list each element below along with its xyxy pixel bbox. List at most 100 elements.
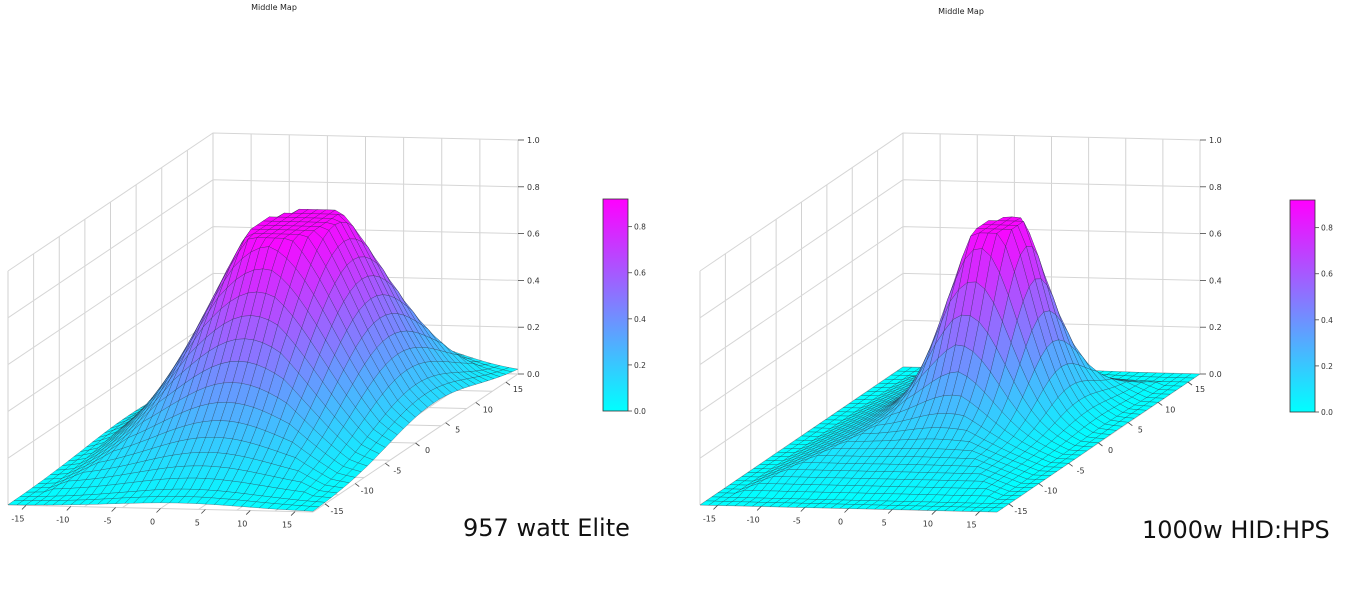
colorbar-tick-label: 0.4 (1321, 316, 1333, 325)
x-tick-mark (844, 508, 849, 513)
y-tick-mark (475, 402, 481, 406)
x-tick-label: -10 (56, 515, 69, 524)
grid-line (699, 179, 1201, 319)
y-tick-mark (1187, 381, 1193, 386)
y-tick-label: 10 (483, 405, 493, 414)
x-tick-label: 5 (195, 519, 200, 528)
x-tick-mark (245, 510, 251, 515)
y-tick-mark (1008, 503, 1014, 508)
grid-line (7, 132, 519, 272)
x-tick-label: 10 (237, 520, 247, 529)
x-tick-mark (156, 508, 161, 513)
z-tick-label: 0.2 (527, 323, 540, 332)
y-tick-label: 15 (1195, 385, 1205, 394)
plot-caption: 957 watt Elite (463, 514, 630, 542)
x-tick-label: -10 (747, 515, 760, 524)
colorbar-tick-label: 0.0 (634, 407, 646, 416)
surface-plot-left: Middle Map -15 -10 -5 0 5 10 15 15 10 5 0 -5 -10 -15 0… (7, 3, 646, 542)
surface-cell (987, 507, 1004, 513)
y-tick-label: -5 (1077, 466, 1085, 475)
grid-line (7, 226, 519, 366)
z-tick-label: 0.2 (1209, 323, 1222, 332)
y-tick-label: 5 (1138, 426, 1143, 435)
z-tick-label: 1.0 (527, 136, 540, 145)
z-tick-label: 1.0 (1209, 136, 1222, 145)
grid-line (699, 319, 1201, 459)
grid-line (699, 226, 1201, 366)
x-tick-label: 15 (966, 521, 976, 530)
plot-caption: 1000w HID:HPS (1142, 516, 1330, 544)
y-tick-label: -5 (393, 466, 401, 475)
colorbar-tick-label: 0.8 (1321, 224, 1333, 233)
y-tick-mark (445, 422, 450, 427)
x-tick-mark (713, 505, 718, 510)
y-tick-mark (1038, 483, 1044, 487)
colorbar-tick-label: 0.8 (634, 223, 646, 232)
grid-line (699, 132, 1201, 272)
x-tick-label: 15 (282, 521, 292, 530)
x-tick-label: 5 (882, 519, 887, 528)
x-tick-mark (800, 507, 806, 512)
x-tick-mark (975, 511, 980, 516)
z-tick-label: 0.8 (1209, 183, 1222, 192)
surface-mesh (7, 208, 519, 512)
y-tick-label: -15 (1014, 507, 1027, 516)
grid-line (7, 272, 519, 412)
y-tick-mark (1098, 442, 1103, 447)
y-tick-label: 0 (425, 446, 430, 455)
x-tick-label: 0 (838, 518, 843, 527)
colorbar-tick-label: 0.0 (1321, 408, 1333, 417)
x-tick-mark (66, 506, 72, 511)
y-tick-label: -15 (331, 507, 344, 516)
axes: -15 -10 -5 0 5 10 15 15 10 5 0 -5 -10 -15 0.0 0.2 0.4 0.6… (703, 136, 1222, 530)
z-tick-label: 0.0 (527, 370, 540, 379)
z-tick-label: 0.4 (527, 276, 540, 285)
x-tick-mark (21, 505, 27, 510)
y-tick-mark (415, 442, 420, 447)
axes: -15 -10 -5 0 5 10 15 15 10 5 0 -5 -10 -15 0.0 0.2 0.4 0.6… (11, 136, 539, 530)
x-tick-label: -5 (104, 516, 112, 525)
colorbar-tick-label: 0.2 (1321, 362, 1333, 371)
y-tick-mark (324, 503, 330, 508)
y-tick-mark (505, 381, 511, 386)
colorbar-tick-label: 0.4 (634, 315, 646, 324)
x-tick-label: -15 (11, 514, 24, 523)
surface-mesh (699, 216, 1201, 513)
z-tick-label: 0.6 (527, 230, 540, 239)
colorbar-tick-label: 0.2 (634, 361, 646, 370)
z-tick-label: 0.0 (1209, 370, 1222, 379)
grid-line (699, 272, 1201, 412)
colorbar-gradient (602, 198, 629, 412)
y-tick-label: -10 (1044, 487, 1057, 496)
z-tick-label: 0.8 (527, 183, 540, 192)
colorbar-tick-label: 0.6 (634, 269, 646, 278)
y-tick-mark (1128, 422, 1133, 427)
z-tick-label: 0.4 (1209, 276, 1222, 285)
x-tick-label: -5 (793, 516, 801, 525)
y-tick-label: 15 (513, 385, 523, 394)
y-tick-label: 5 (455, 426, 460, 435)
colorbar-gradient (1289, 199, 1316, 413)
y-tick-mark (1157, 402, 1163, 406)
y-tick-mark (385, 462, 390, 467)
colorbar-tick-label: 0.6 (1321, 270, 1333, 279)
y-tick-mark (1068, 462, 1073, 467)
surface-cell (303, 506, 320, 512)
x-tick-label: -15 (703, 514, 716, 523)
x-tick-mark (756, 506, 762, 511)
x-tick-mark (201, 509, 206, 514)
plot-title: Middle Map (938, 7, 984, 16)
x-tick-label: 0 (150, 518, 155, 527)
y-tick-label: 10 (1165, 405, 1175, 414)
y-tick-label: 0 (1108, 446, 1113, 455)
x-tick-mark (290, 511, 296, 516)
y-tick-label: -10 (361, 487, 374, 496)
grid-line (7, 179, 519, 319)
y-tick-mark (354, 483, 360, 487)
plot-title: Middle Map (251, 3, 297, 12)
surface-plot-right: Middle Map -15 -10 -5 0 5 10 15 15 10 5 0 -5 -10 -15 0… (699, 7, 1333, 544)
x-tick-mark (931, 510, 937, 515)
colorbar: 0.0 0.2 0.4 0.6 0.8 (602, 198, 646, 416)
x-tick-mark (111, 507, 116, 512)
